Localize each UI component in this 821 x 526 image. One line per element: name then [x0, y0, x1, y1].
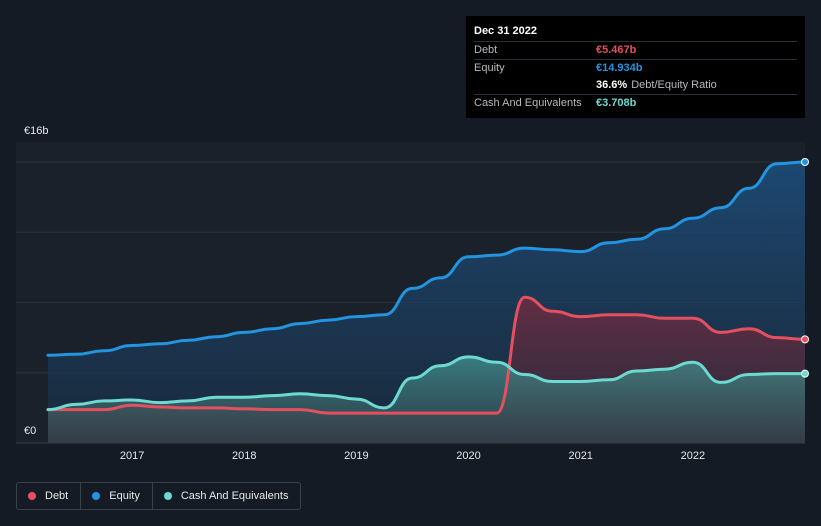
- legend-label: Equity: [109, 490, 140, 502]
- x-tick-label: 2020: [456, 450, 481, 462]
- y-axis-bottom-label: €0: [24, 425, 37, 437]
- legend-item-equity[interactable]: Equity: [81, 483, 153, 509]
- y-axis-top-label: €16b: [24, 125, 49, 137]
- legend-dot-icon: [92, 492, 101, 500]
- x-tick-label: 2019: [344, 450, 369, 462]
- legend-label: Cash And Equivalents: [180, 490, 289, 502]
- line-debt: [46, 295, 807, 415]
- x-tick-label: 2017: [119, 450, 145, 462]
- tooltip-value: €14.934b: [596, 62, 643, 74]
- legend-dot-icon: [28, 492, 36, 500]
- legend: Debt Equity Cash And Equivalents: [16, 482, 302, 510]
- series-endpoints: [801, 158, 809, 378]
- area-cash-and-equivalents: [48, 356, 805, 443]
- tooltip-label: Cash And Equivalents: [474, 97, 582, 109]
- tooltip-value: €5.467b: [596, 44, 637, 56]
- x-tick-label: 2021: [568, 450, 593, 462]
- legend-label: Debt: [45, 490, 69, 502]
- line-cash-and-equivalents: [46, 355, 807, 412]
- tooltip-value: €3.708b: [596, 97, 637, 109]
- tooltip-row-debt: Debt €5.467b: [474, 41, 797, 59]
- legend-dot-icon: [163, 492, 172, 500]
- legend-item-debt[interactable]: Debt: [17, 483, 82, 509]
- series-lines: [46, 160, 807, 415]
- endpoint-debt: [801, 335, 809, 344]
- series-areas: [48, 162, 805, 443]
- x-tick-label: 2022: [680, 450, 706, 462]
- legend-item-cash[interactable]: Cash And Equivalents: [153, 483, 301, 509]
- tooltip-date: Dec 31 2022: [474, 25, 537, 37]
- tooltip-label: Equity: [474, 62, 505, 74]
- tooltip-spacer: [474, 77, 596, 94]
- endpoint-equity: [801, 158, 809, 166]
- x-tick-label: 2018: [232, 450, 257, 462]
- tooltip-ratio-value: 36.6%: [596, 79, 628, 91]
- tooltip-row-cash: Cash And Equivalents €3.708b: [474, 94, 797, 112]
- tooltip-panel: Dec 31 2022 Debt €5.467b Equity €14.934b…: [466, 16, 805, 118]
- tooltip-row-ratio: 36.6% Debt/Equity Ratio: [474, 77, 797, 94]
- line-equity: [46, 160, 807, 357]
- tooltip-ratio-label: Debt/Equity Ratio: [631, 79, 717, 91]
- tooltip-row-equity: Equity €14.934b: [474, 59, 797, 77]
- endpoint-cash-and-equivalents: [801, 369, 809, 378]
- tooltip-label: Debt: [474, 44, 498, 56]
